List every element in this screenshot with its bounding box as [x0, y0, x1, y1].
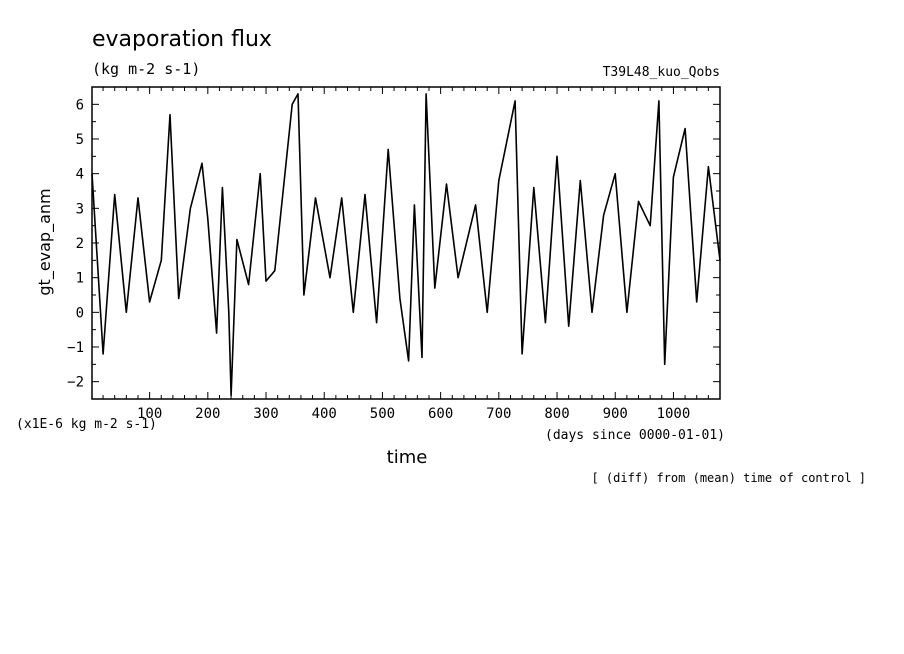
y-tick-label: 5	[76, 132, 84, 148]
x-tick-label: 900	[603, 406, 628, 422]
y-tick-label: 2	[76, 236, 84, 252]
x-tick-label: 500	[370, 406, 395, 422]
y-tick-label: 3	[76, 201, 84, 217]
x-tick-label: 1000	[657, 406, 691, 422]
y-axis-label: gt_evap_anm	[35, 188, 55, 295]
y-tick-label: 0	[76, 305, 84, 321]
x-tick-label: 700	[486, 406, 511, 422]
x-axis-label: time	[387, 447, 428, 468]
y-scale-note: (x1E-6 kg m-2 s-1)	[16, 417, 157, 432]
series-line	[91, 93, 721, 397]
axes: 100 200 300 400 500 600 700 800 900 1000 −2 −1 0 1 2 3 4…	[67, 86, 721, 422]
x-tick-label: 600	[428, 406, 453, 422]
x-tick-label: 800	[544, 406, 569, 422]
y-tick-label: 4	[76, 167, 84, 183]
chart-units: (kg m-2 s-1)	[92, 60, 200, 78]
x-tick-label: 200	[195, 406, 220, 422]
y-tick-label: 6	[76, 97, 84, 113]
chart-title: evaporation flux	[92, 27, 272, 52]
y-tick-label: −1	[67, 340, 84, 356]
x-tick-label: 300	[253, 406, 278, 422]
y-tick-label: 1	[76, 271, 84, 287]
x-units-label: (days since 0000-01-01)	[545, 428, 725, 443]
footnote: [ (diff) from (mean) time of control ]	[591, 471, 866, 485]
run-label: T39L48_kuo_Qobs	[603, 65, 720, 80]
y-tick-label: −2	[67, 375, 84, 391]
x-tick-label: 400	[312, 406, 337, 422]
plot-area	[91, 93, 721, 397]
x-tick-label: 100	[137, 406, 162, 422]
